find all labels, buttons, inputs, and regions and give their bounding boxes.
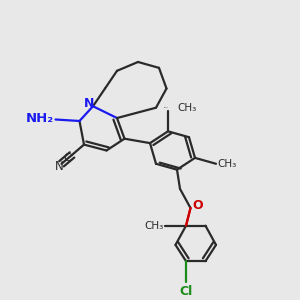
Text: N: N [55,160,64,173]
Text: N: N [84,97,94,110]
Text: CH₃: CH₃ [218,159,237,169]
Text: CH₃: CH₃ [144,221,164,231]
Text: NH₂: NH₂ [26,112,54,124]
Text: O: O [193,199,203,212]
Text: Cl: Cl [179,285,193,298]
Text: CH₃: CH₃ [177,103,196,113]
Text: C: C [64,153,71,163]
Text: methyl: methyl [164,107,169,108]
